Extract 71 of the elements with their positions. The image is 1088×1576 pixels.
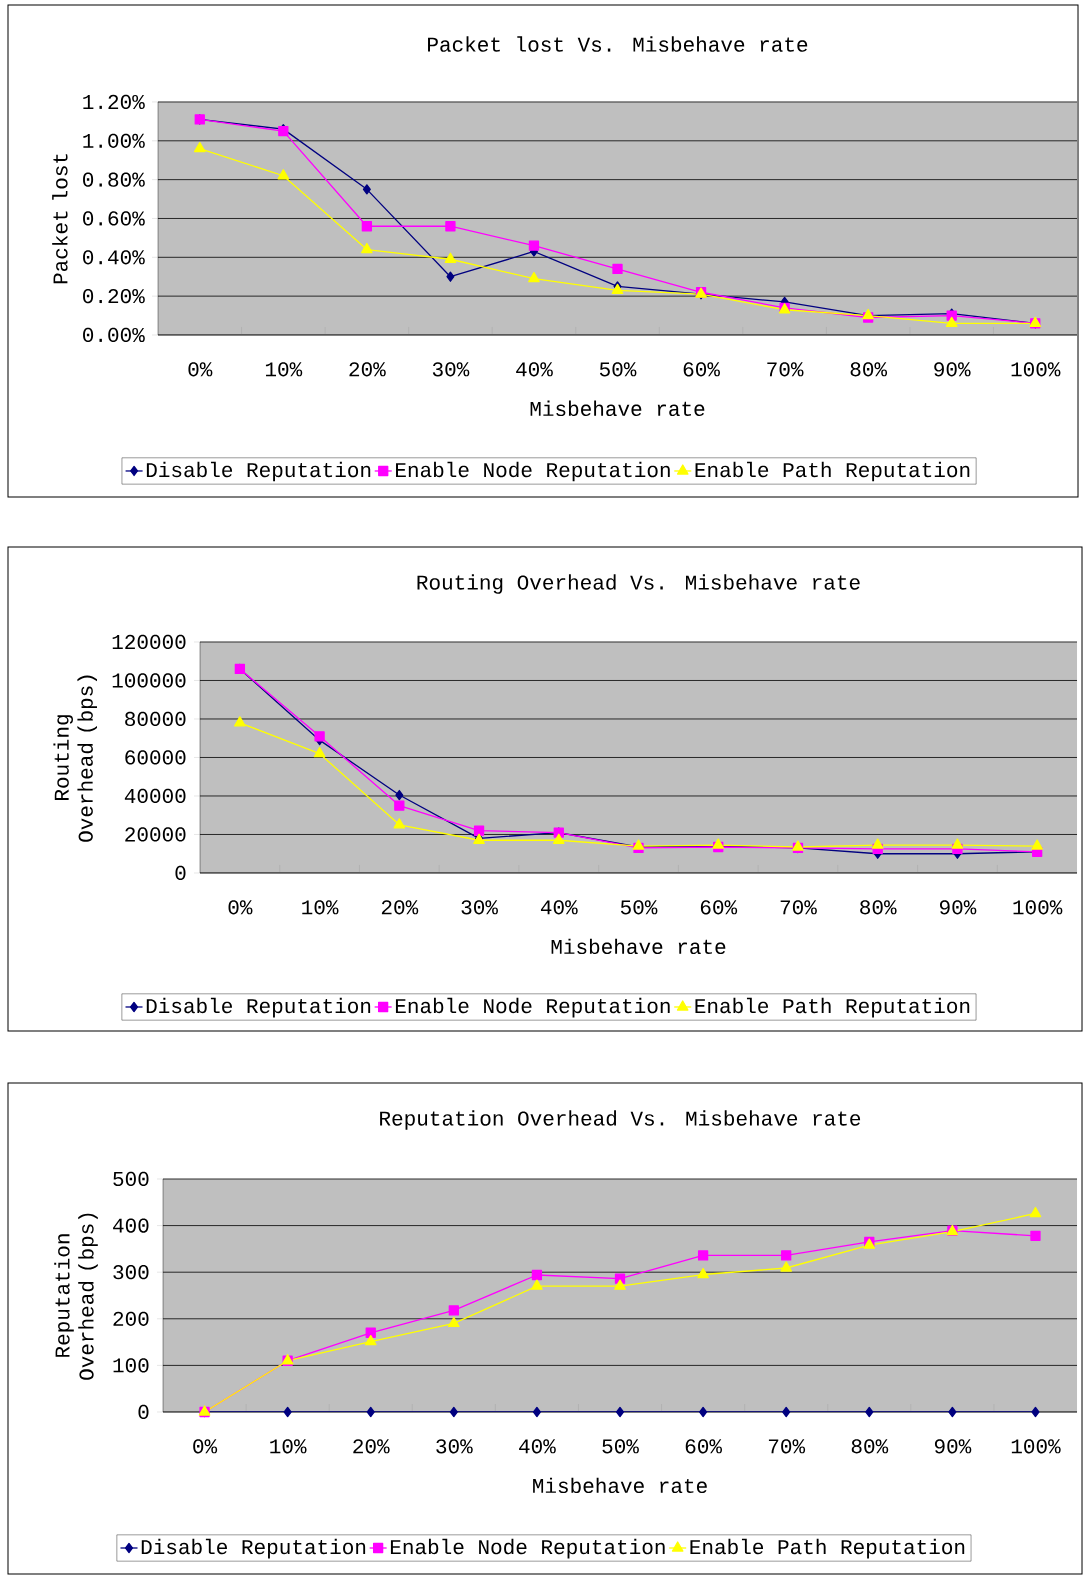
x-tick-label: 90% — [934, 1439, 972, 1454]
y-tick-label: 500 — [113, 1171, 149, 1187]
x-tick-label: 60% — [700, 900, 738, 915]
x-tick-label: 90% — [934, 362, 971, 377]
y-tick-label: 200 — [113, 1311, 149, 1326]
x-tick-label: 20% — [353, 1439, 390, 1454]
y-tick-label: 0.40% — [83, 250, 145, 265]
x-axis-title: Misbehave rate — [551, 938, 726, 955]
x-tick-label: 70% — [780, 900, 817, 915]
x-tick-label: 60% — [683, 362, 720, 377]
x-tick-label: 10% — [270, 1439, 307, 1454]
x-tick-label: 60% — [685, 1439, 723, 1454]
legend-label: Disable Reputation — [146, 461, 371, 482]
y-tick-label: 0.80% — [83, 172, 145, 187]
y-tick-label: 100 — [113, 1358, 149, 1373]
x-tick-label: 50% — [599, 362, 637, 377]
y-tick-label: 120000 — [112, 634, 186, 650]
y-tick-label: 80000 — [125, 711, 186, 727]
chart-title: Routing Overhead Vs. Misbehave rate — [417, 574, 860, 594]
legend-label: Enable Node Reputation — [395, 997, 670, 1018]
x-tick-label: 30% — [432, 362, 470, 377]
y-tick-label: 1.00% — [83, 133, 145, 148]
x-tick-label: 40% — [519, 1439, 556, 1454]
y-tick-label: 0.60% — [83, 211, 145, 226]
x-tick-label: 80% — [851, 1439, 889, 1454]
x-tick-label: 10% — [302, 900, 339, 915]
chart-title: Reputation Overhead Vs. Misbehave rate — [380, 1110, 861, 1130]
x-tick-label: 80% — [850, 362, 888, 377]
x-tick-label: 80% — [860, 900, 897, 915]
y-tick-label: 40000 — [124, 788, 186, 804]
x-tick-label: 70% — [768, 1439, 806, 1454]
y-tick-label: 400 — [113, 1218, 149, 1233]
legend-label: Disable Reputation — [141, 1538, 366, 1559]
x-tick-label: 70% — [767, 362, 804, 377]
x-tick-label: 20% — [349, 362, 386, 377]
x-tick-label: 30% — [461, 900, 498, 915]
legend-label: Enable Node Reputation — [390, 1538, 665, 1559]
x-tick-label: 90% — [939, 900, 977, 915]
legend-label: Enable Path Reputation — [690, 1538, 965, 1559]
y-tick-label: 1.20% — [83, 94, 145, 110]
x-tick-label: 100% — [1011, 362, 1061, 377]
y-axis-title: Packet lost — [52, 154, 68, 284]
x-tick-label: 30% — [436, 1439, 473, 1454]
x-axis-title: Misbehave rate — [533, 1477, 707, 1494]
x-tick-label: 50% — [620, 900, 658, 915]
x-tick-label: 100% — [1013, 900, 1063, 915]
y-axis-title: Routing Overhead (bps) — [53, 675, 97, 842]
x-tick-label: 0% — [193, 1439, 218, 1454]
legend-label: Enable Path Reputation — [695, 461, 970, 482]
legend-label: Disable Reputation — [146, 997, 371, 1018]
y-tick-label: 100000 — [112, 673, 186, 688]
y-tick-label: 20000 — [125, 827, 186, 842]
x-tick-label: 0% — [188, 362, 213, 377]
y-tick-label: 0 — [138, 1404, 149, 1420]
y-tick-label: 60000 — [125, 750, 186, 765]
x-tick-label: 40% — [516, 362, 553, 377]
x-axis-title: Misbehave rate — [530, 400, 705, 417]
y-tick-label: 300 — [113, 1265, 149, 1280]
x-tick-label: 40% — [540, 900, 578, 915]
legend-label: Enable Node Reputation — [396, 461, 670, 482]
x-tick-label: 50% — [602, 1439, 639, 1454]
legend-label: Enable Path Reputation — [695, 997, 970, 1018]
x-tick-label: 10% — [265, 362, 303, 377]
y-tick-label: 0 — [175, 865, 186, 881]
y-tick-label: 0.00% — [83, 327, 145, 343]
chart-title: Packet lost Vs. Misbehave rate — [428, 36, 808, 52]
x-tick-label: 20% — [381, 900, 419, 915]
y-axis-title: Reputation Overhead (bps) — [54, 1213, 98, 1380]
x-tick-label: 100% — [1011, 1439, 1061, 1454]
x-tick-label: 0% — [228, 900, 253, 915]
y-tick-label: 0.20% — [83, 289, 145, 304]
